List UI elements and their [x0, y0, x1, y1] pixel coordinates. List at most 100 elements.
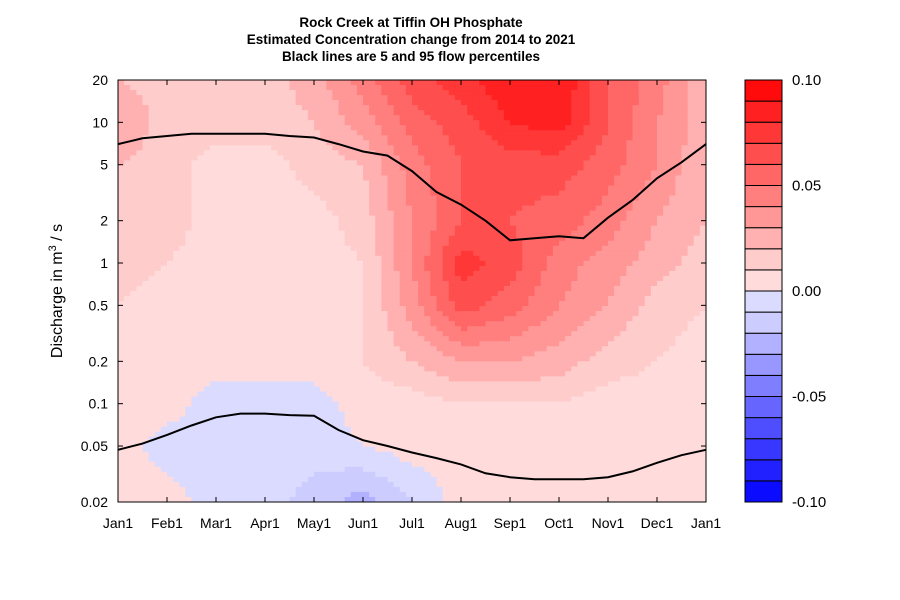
- heatmap-cell: [693, 85, 701, 91]
- heatmap-cell: [167, 245, 174, 252]
- heatmap-cell: [675, 150, 683, 156]
- heatmap-cell: [363, 95, 370, 101]
- heatmap-cell: [234, 195, 242, 202]
- heatmap-cell: [228, 115, 235, 121]
- heatmap-cell: [295, 225, 303, 232]
- heatmap-cell: [381, 291, 389, 297]
- heatmap-cell: [436, 235, 444, 242]
- heatmap-cell: [118, 260, 125, 267]
- heatmap-cell: [467, 275, 474, 282]
- heatmap-cell: [387, 321, 395, 327]
- heatmap-cell: [663, 321, 670, 327]
- heatmap-cell: [258, 285, 266, 292]
- heatmap-cell: [271, 311, 278, 317]
- heatmap-cell: [571, 160, 578, 166]
- heatmap-cell: [620, 275, 627, 282]
- heatmap-cell: [693, 326, 701, 332]
- heatmap-cell: [326, 250, 333, 257]
- heatmap-cell: [699, 130, 707, 136]
- heatmap-cell: [332, 95, 340, 101]
- heatmap-cell: [491, 125, 499, 131]
- heatmap-cell: [669, 185, 676, 192]
- heatmap-cell: [289, 85, 297, 91]
- heatmap-cell: [375, 180, 382, 186]
- heatmap-cell: [258, 185, 266, 192]
- heatmap-cell: [326, 280, 333, 287]
- heatmap-cell: [577, 205, 585, 212]
- heatmap-cell: [246, 170, 254, 176]
- heatmap-cell: [418, 270, 425, 277]
- heatmap-cell: [344, 311, 352, 317]
- heatmap-cell: [503, 145, 511, 151]
- heatmap-cell: [124, 165, 131, 171]
- heatmap-cell: [399, 195, 407, 202]
- heatmap-cell: [503, 185, 511, 192]
- heatmap-cell: [699, 331, 707, 337]
- heatmap-cell: [608, 100, 615, 106]
- heatmap-cell: [314, 105, 321, 111]
- heatmap-cell: [448, 85, 456, 91]
- heatmap-cell: [191, 285, 199, 292]
- heatmap-cell: [246, 140, 254, 146]
- heatmap-cell: [369, 125, 376, 131]
- heatmap-cell: [154, 255, 162, 262]
- heatmap-cell: [179, 180, 186, 186]
- heatmap-cell: [405, 296, 413, 302]
- heatmap-cell: [252, 311, 260, 317]
- heatmap-cell: [185, 210, 193, 217]
- heatmap-cell: [295, 155, 303, 161]
- heatmap-cell: [216, 155, 223, 161]
- heatmap-cell: [332, 110, 340, 116]
- heatmap-cell: [461, 245, 468, 252]
- heatmap-cell: [381, 311, 389, 317]
- heatmap-cell: [399, 210, 407, 217]
- heatmap-cell: [136, 105, 144, 111]
- heatmap-cell: [681, 165, 689, 171]
- heatmap-cell: [442, 280, 450, 287]
- heatmap-cell: [430, 270, 438, 277]
- heatmap-cell: [124, 135, 131, 141]
- heatmap-cell: [638, 296, 646, 302]
- heatmap-cell: [681, 175, 689, 181]
- heatmap-cell: [307, 85, 315, 91]
- heatmap-cell: [430, 100, 438, 106]
- heatmap-cell: [118, 85, 125, 91]
- heatmap-cell: [565, 140, 572, 146]
- heatmap-cell: [418, 306, 425, 312]
- heatmap-cell: [632, 336, 640, 342]
- heatmap-cell: [657, 301, 664, 307]
- heatmap-cell: [314, 175, 321, 181]
- heatmap-cell: [369, 235, 376, 242]
- heatmap-cell: [663, 306, 670, 312]
- heatmap-cell: [510, 245, 517, 252]
- heatmap-cell: [510, 85, 517, 91]
- heatmap-cell: [154, 80, 162, 86]
- heatmap-cell: [203, 245, 211, 252]
- heatmap-cell: [693, 311, 701, 317]
- heatmap-cell: [283, 245, 291, 252]
- heatmap-cell: [669, 135, 676, 141]
- heatmap-cell: [650, 260, 658, 267]
- heatmap-cell: [546, 105, 554, 111]
- heatmap-cell: [356, 326, 364, 332]
- heatmap-cell: [650, 150, 658, 156]
- heatmap-cell: [442, 250, 450, 257]
- heatmap-cell: [301, 190, 309, 197]
- heatmap-cell: [589, 225, 597, 232]
- heatmap-cell: [571, 220, 578, 227]
- heatmap-cell: [693, 105, 701, 111]
- heatmap-cell: [405, 291, 413, 297]
- heatmap-cell: [271, 215, 278, 222]
- heatmap-cell: [657, 331, 664, 337]
- heatmap-cell: [418, 160, 425, 166]
- heatmap-cell: [540, 255, 548, 262]
- heatmap-cell: [693, 180, 701, 186]
- heatmap-cell: [405, 311, 413, 317]
- heatmap-cell: [326, 331, 333, 337]
- heatmap-cell: [203, 311, 211, 317]
- heatmap-cell: [393, 85, 401, 91]
- heatmap-cell: [234, 321, 242, 327]
- heatmap-cell: [485, 95, 493, 101]
- heatmap-cell: [160, 130, 168, 136]
- heatmap-cell: [595, 220, 603, 227]
